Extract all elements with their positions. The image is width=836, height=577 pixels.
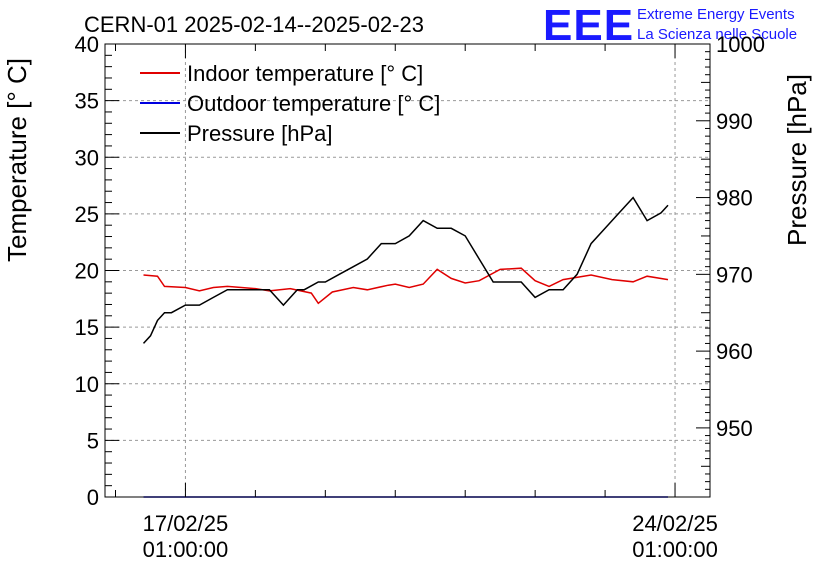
series-line-indoor-temperature-c [143, 267, 669, 305]
logo-line-2: La Scienza nelle Scuole [637, 26, 797, 43]
x-tick-label-date: 24/02/25 [632, 511, 718, 536]
logo-line-1: Extreme Energy Events [637, 6, 795, 23]
y-left-tick-label: 35 [75, 89, 99, 114]
y-axis-left-title: Temperature [° C] [2, 58, 32, 262]
eee-logo-mark: EEE [543, 1, 634, 50]
y-left-tick-label: 30 [75, 145, 99, 170]
y-right-tick-label: 1000 [716, 32, 765, 57]
y-left-tick-label: 25 [75, 202, 99, 227]
y-left-tick-label: 40 [75, 32, 99, 57]
y-right-tick-label: 960 [716, 339, 753, 364]
y-axis-right-title: Pressure [hPa] [782, 74, 812, 246]
y-right-tick-label: 970 [716, 262, 753, 287]
axes: 0 5 10 15 20 25 30 35 40 950 960 970 980 990 1000 17/02… [75, 32, 765, 562]
legend-label: Indoor temperature [° C] [187, 61, 423, 86]
legend-label: Pressure [hPa] [187, 121, 333, 146]
grid-lines [105, 44, 710, 497]
legend-label: Outdoor temperature [° C] [187, 91, 440, 116]
legend: Indoor temperature [° C] Outdoor temperat… [140, 61, 440, 146]
y-left-tick-label: 5 [87, 428, 99, 453]
chart-title: CERN-01 2025-02-14--2025-02-23 [84, 12, 424, 37]
y-right-tick-label: 950 [716, 416, 753, 441]
y-left-tick-label: 10 [75, 372, 99, 397]
y-left-tick-label: 0 [87, 485, 99, 510]
y-right-tick-label: 980 [716, 186, 753, 211]
y-right-tick-label: 990 [716, 109, 753, 134]
series-lines [142, 196, 669, 498]
x-tick-label-date: 17/02/25 [143, 511, 229, 536]
x-tick-label-time: 01:00:00 [143, 537, 229, 562]
series-line-pressure-hpa [142, 196, 669, 344]
y-left-tick-label: 15 [75, 315, 99, 340]
y-left-tick-label: 20 [75, 259, 99, 284]
x-tick-label-time: 01:00:00 [632, 537, 718, 562]
